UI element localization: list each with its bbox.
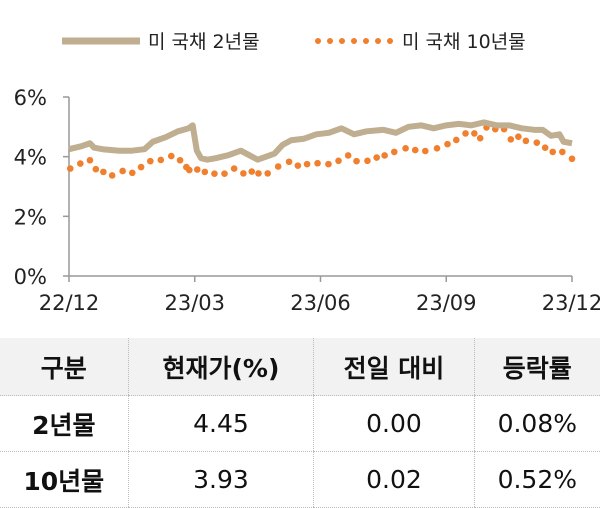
data-point-10y: [373, 154, 380, 161]
legend-dot: [315, 38, 321, 44]
data-point-10y: [444, 140, 451, 148]
data-point-10y: [541, 144, 549, 152]
data-point-10y: [433, 145, 441, 152]
cell-price: 3.93: [127, 451, 314, 508]
legend-dot: [351, 38, 357, 44]
data-point-10y: [533, 139, 541, 146]
data-point-10y: [568, 155, 576, 163]
table-row: 10년물 3.93 0.02 0.52%: [0, 451, 600, 508]
y-tick-label: 2%: [14, 205, 47, 229]
header-category: 구분: [0, 338, 129, 396]
data-point-10y: [453, 136, 460, 144]
data-point-10y: [100, 168, 107, 176]
legend-dot: [363, 38, 369, 44]
data-point-10y: [77, 160, 84, 167]
header-change: 전일 대비: [313, 338, 475, 396]
data-point-10y: [230, 165, 238, 172]
data-point-10y: [137, 163, 145, 171]
axes: 0% 2% 4% 6% 22/12 23/03 23/06 23/09 23/12: [14, 86, 600, 315]
data-point-10y: [522, 137, 530, 145]
data-point-10y: [303, 160, 311, 168]
legend-dot: [327, 38, 333, 44]
legend-label-2y: 미 국채 2년물: [148, 31, 260, 53]
legend-dot: [387, 38, 393, 44]
cell-change: 0.02: [313, 451, 475, 508]
legend-dot: [339, 38, 345, 44]
data-point-10y: [294, 162, 302, 169]
data-point-10y: [390, 148, 398, 156]
table-row: 2년물 4.45 0.00 0.08%: [0, 395, 600, 452]
series-2y-line: [68, 119, 573, 163]
data-point-10y: [507, 136, 515, 143]
data-point-10y: [476, 134, 484, 142]
y-tick-label: 0%: [14, 265, 47, 289]
data-point-10y: [515, 133, 522, 140]
data-point-10y: [157, 156, 165, 164]
data-point-10y: [147, 157, 154, 165]
x-tick-label: 23/03: [164, 291, 225, 315]
cell-change: 0.00: [313, 395, 475, 452]
data-point-10y: [471, 130, 478, 137]
table-header-row: 구분 현재가(%) 전일 대비 등락률: [0, 338, 600, 396]
data-point-10y: [119, 167, 126, 175]
data-point-10y: [221, 170, 228, 177]
header-change-rate: 등락률: [473, 338, 600, 396]
x-tick-label: 23/09: [416, 291, 477, 315]
data-point-10y: [335, 157, 342, 165]
row-label: 2년물: [0, 395, 129, 452]
data-point-10y: [193, 166, 201, 173]
data-point-10y: [66, 165, 74, 172]
x-tick-label: 23/12: [542, 291, 600, 315]
x-tick-label: 23/06: [290, 291, 351, 315]
data-point-10y: [549, 148, 557, 156]
data-point-10y: [559, 148, 566, 156]
data-point-10y: [186, 166, 193, 174]
y-tick-label: 4%: [14, 146, 47, 170]
yield-chart: 미 국채 2년물 미 국채 10년물 0% 2% 4% 6% 22/12 23/03 23/…: [14, 31, 600, 315]
data-point-10y: [402, 145, 409, 152]
cell-price: 4.45: [127, 395, 314, 452]
data-point-10y: [364, 157, 371, 165]
data-point-10y: [86, 156, 94, 164]
legend-swatch-10y: [315, 38, 393, 44]
data-point-10y: [381, 152, 388, 159]
y-tick-label: 6%: [14, 86, 47, 110]
x-tick-label: 22/12: [39, 291, 100, 315]
data-point-10y: [274, 163, 282, 170]
legend-label-10y: 미 국채 10년물: [402, 31, 526, 53]
data-point-10y: [92, 165, 100, 173]
data-point-10y: [240, 170, 247, 177]
data-point-10y: [128, 169, 136, 177]
data-point-10y: [108, 172, 116, 179]
legend: 미 국채 2년물 미 국채 10년물: [62, 31, 526, 53]
cell-change-rate: 0.52%: [473, 451, 600, 508]
data-point-10y: [421, 147, 429, 155]
data-point-10y: [248, 168, 256, 175]
series-10y: [66, 124, 576, 179]
cell-change-rate: 0.08%: [473, 395, 600, 452]
data-point-10y: [176, 156, 184, 164]
header-price: 현재가(%): [127, 338, 314, 396]
data-point-10y: [201, 168, 209, 176]
data-point-10y: [325, 160, 332, 168]
data-point-10y: [255, 170, 262, 177]
data-point-10y: [411, 146, 419, 154]
legend-dot: [375, 38, 381, 44]
yield-table: 구분 현재가(%) 전일 대비 등락률 2년물 4.45 0.00 0.08% …: [0, 338, 600, 508]
data-point-10y: [462, 130, 469, 137]
data-point-10y: [353, 157, 360, 165]
data-point-10y: [344, 152, 352, 159]
data-point-10y: [167, 152, 175, 160]
data-point-10y: [264, 170, 271, 177]
data-point-10y: [285, 158, 293, 166]
row-label: 10년물: [0, 451, 129, 508]
data-point-10y: [314, 159, 321, 167]
data-point-10y: [211, 170, 218, 177]
